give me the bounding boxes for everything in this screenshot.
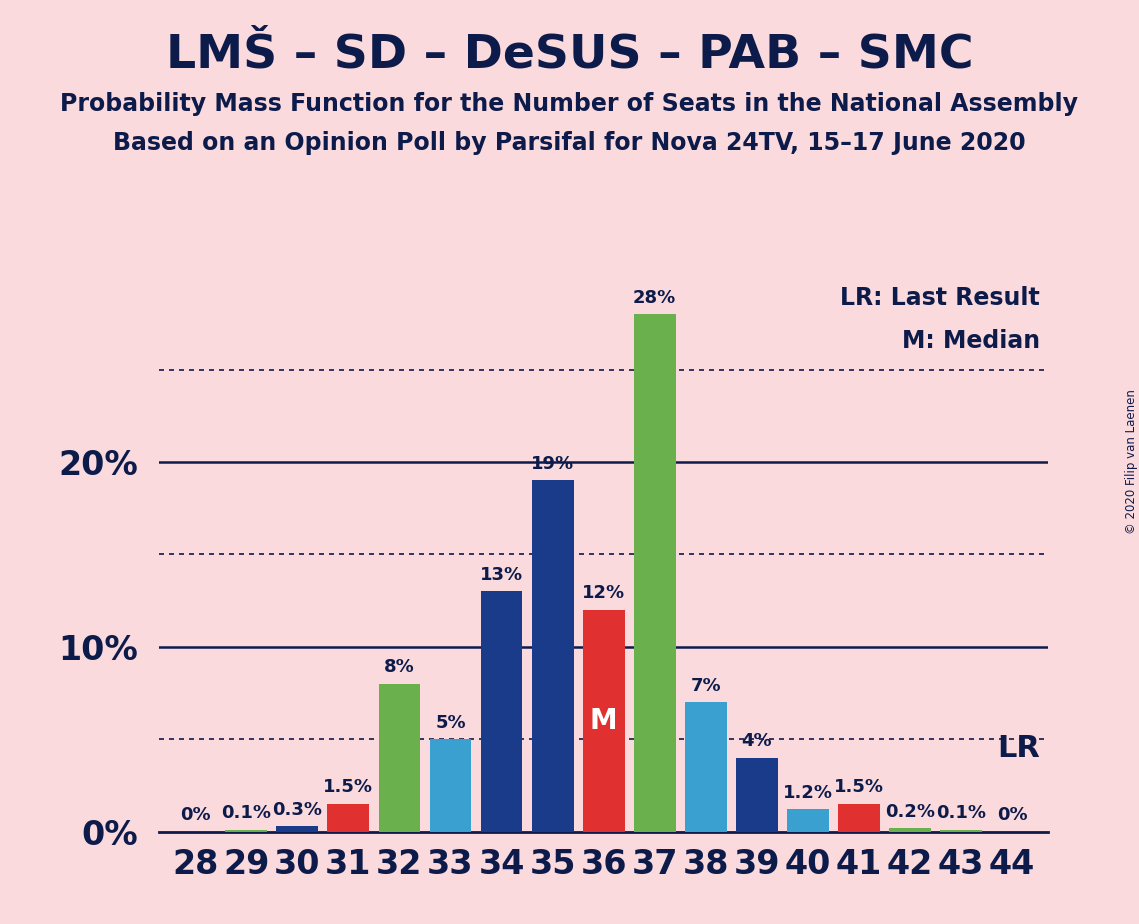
Bar bbox=[481, 591, 523, 832]
Bar bbox=[890, 828, 931, 832]
Text: 0.1%: 0.1% bbox=[221, 805, 271, 822]
Text: 0.1%: 0.1% bbox=[936, 805, 986, 822]
Text: 1.5%: 1.5% bbox=[323, 779, 374, 796]
Bar bbox=[378, 684, 420, 832]
Text: LR: Last Result: LR: Last Result bbox=[841, 286, 1040, 310]
Text: 0%: 0% bbox=[997, 807, 1027, 824]
Bar bbox=[226, 830, 268, 832]
Bar bbox=[838, 804, 880, 832]
Text: 8%: 8% bbox=[384, 659, 415, 676]
Bar bbox=[327, 804, 369, 832]
Bar bbox=[940, 830, 982, 832]
Text: Probability Mass Function for the Number of Seats in the National Assembly: Probability Mass Function for the Number… bbox=[60, 92, 1079, 116]
Text: M: Median: M: Median bbox=[902, 329, 1040, 353]
Bar bbox=[736, 758, 778, 832]
Bar bbox=[583, 610, 624, 832]
Text: 28%: 28% bbox=[633, 289, 677, 307]
Text: M: M bbox=[590, 707, 617, 735]
Text: 13%: 13% bbox=[480, 566, 523, 584]
Text: 0.3%: 0.3% bbox=[272, 801, 322, 819]
Text: LR: LR bbox=[998, 734, 1040, 763]
Bar bbox=[685, 702, 727, 832]
Text: 4%: 4% bbox=[741, 733, 772, 750]
Text: 0.2%: 0.2% bbox=[885, 803, 935, 821]
Bar bbox=[787, 809, 829, 832]
Text: Based on an Opinion Poll by Parsifal for Nova 24TV, 15–17 June 2020: Based on an Opinion Poll by Parsifal for… bbox=[113, 131, 1026, 155]
Text: © 2020 Filip van Laenen: © 2020 Filip van Laenen bbox=[1124, 390, 1138, 534]
Text: 7%: 7% bbox=[690, 677, 721, 695]
Bar bbox=[532, 480, 574, 832]
Text: 5%: 5% bbox=[435, 714, 466, 732]
Text: 12%: 12% bbox=[582, 585, 625, 602]
Bar bbox=[633, 314, 675, 832]
Text: 1.5%: 1.5% bbox=[834, 779, 884, 796]
Bar bbox=[429, 739, 472, 832]
Text: 0%: 0% bbox=[180, 807, 211, 824]
Text: 19%: 19% bbox=[531, 456, 574, 473]
Bar bbox=[277, 826, 318, 832]
Text: 1.2%: 1.2% bbox=[782, 784, 833, 802]
Text: LMŠ – SD – DeSUS – PAB – SMC: LMŠ – SD – DeSUS – PAB – SMC bbox=[165, 32, 974, 78]
